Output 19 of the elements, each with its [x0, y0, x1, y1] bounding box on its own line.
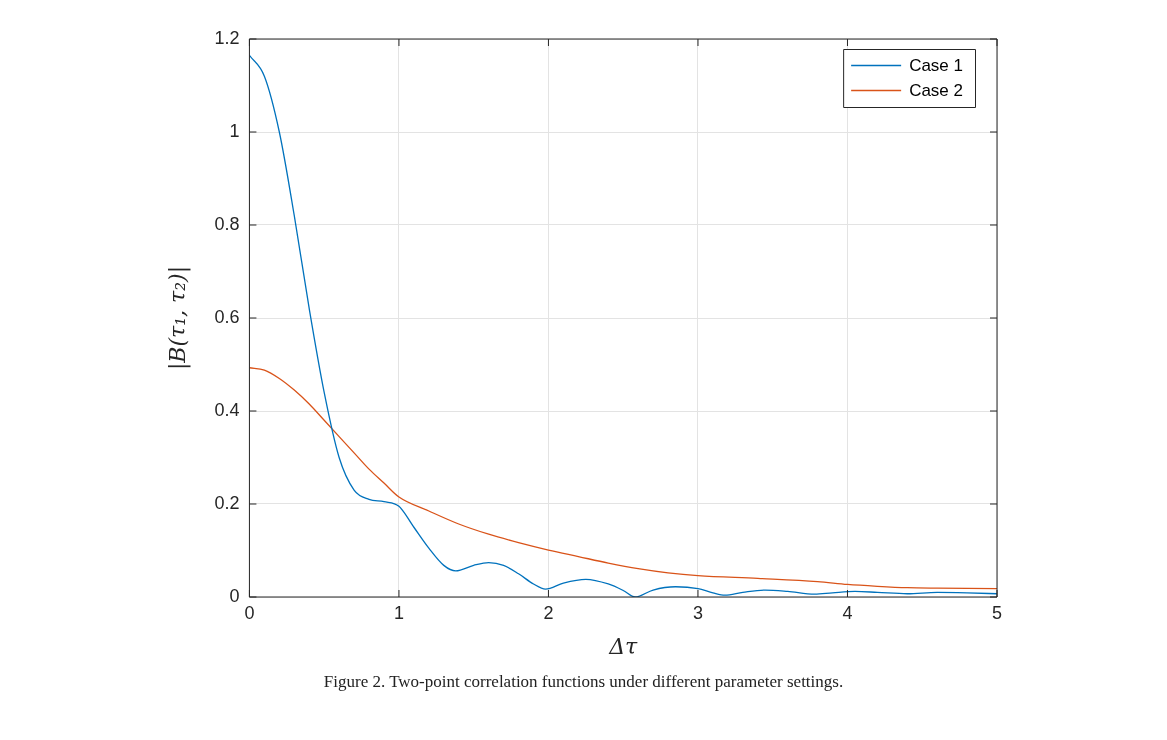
y-tick-label: 0.8	[214, 213, 240, 234]
legend-label: Case 2	[909, 81, 964, 101]
x-tick-label: 4	[842, 602, 853, 623]
y-tick-label: 0.2	[214, 492, 240, 513]
y-tick-label: 0	[229, 585, 240, 606]
y-tick-label: 1.2	[214, 27, 240, 48]
y-axis-title: |B(τ₁, τ₂)|	[164, 265, 191, 371]
y-tick-label: 0.4	[214, 399, 240, 420]
x-tick-label: 3	[692, 602, 703, 623]
x-tick-label: 5	[991, 602, 1003, 623]
x-tick-label: 1	[393, 602, 404, 623]
legend-label: Case 1	[909, 56, 964, 76]
caption: Figure 2. Two-point correlation functions under different parameter settings.	[322, 672, 845, 692]
x-axis-title: Δτ	[608, 633, 639, 659]
x-tick-label: 2	[543, 602, 554, 623]
y-tick-label: 1	[229, 120, 240, 141]
y-tick-label: 0.6	[214, 306, 240, 327]
x-tick-label: 0	[244, 602, 255, 623]
line-series	[249, 367, 997, 590]
